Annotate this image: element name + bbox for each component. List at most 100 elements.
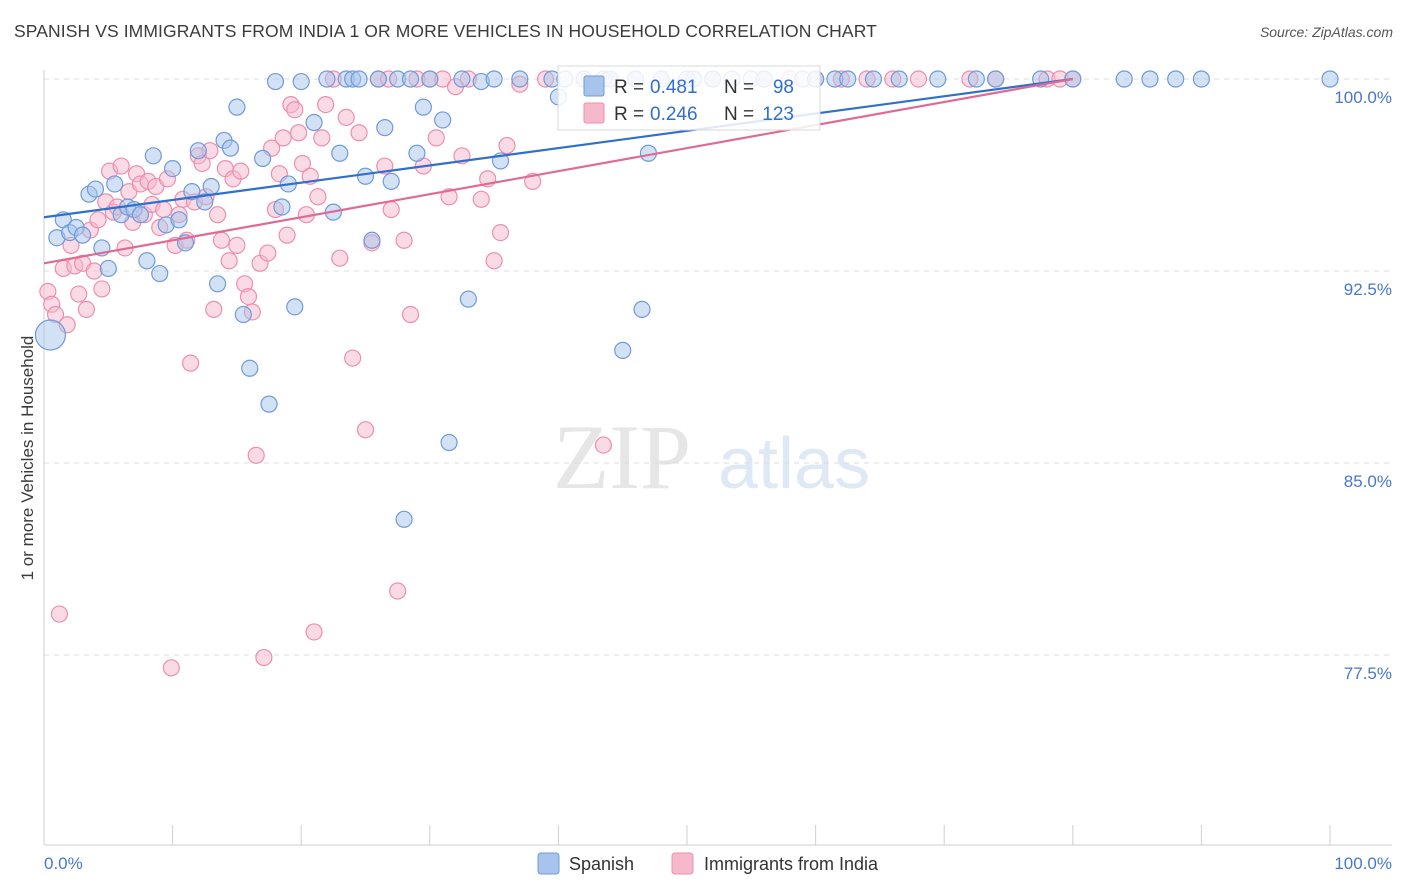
spanish-point <box>511 70 529 88</box>
legend-swatch-india <box>671 852 694 875</box>
spanish-point <box>138 252 156 270</box>
spanish-point <box>453 70 471 88</box>
india-point <box>313 129 331 147</box>
spanish-point <box>356 167 375 185</box>
spanish-point <box>73 226 92 244</box>
spanish-point <box>369 70 387 88</box>
spanish-point <box>164 160 182 178</box>
stats-r-label-india: R = <box>614 104 644 125</box>
spanish-point <box>363 231 381 249</box>
india-point <box>331 249 349 267</box>
watermark: ZIP atlas <box>553 406 870 508</box>
legend-swatch-spanish <box>537 852 560 875</box>
india-point <box>209 206 227 224</box>
legend-label-spanish: Spanish <box>569 854 634 874</box>
spanish-point <box>183 183 201 201</box>
y-tick-label: 85.0% <box>1344 472 1392 491</box>
india-point <box>274 129 292 147</box>
india-point <box>220 252 238 270</box>
spanish-point <box>228 98 246 116</box>
spanish-point <box>318 70 336 88</box>
x-tick-label-min: 0.0% <box>44 854 83 873</box>
stats-box: R = 0.481 N = 98 R = 0.246 N = 123 <box>557 65 821 131</box>
india-point <box>491 224 510 242</box>
india-point <box>205 300 223 318</box>
india-point <box>85 262 103 280</box>
spanish-point <box>1115 70 1133 88</box>
spanish-point <box>929 70 947 88</box>
chart-title: SPANISH VS IMMIGRANTS FROM INDIA 1 OR MO… <box>14 21 877 41</box>
spanish-point <box>144 147 162 165</box>
india-point <box>293 154 312 173</box>
spanish-point <box>151 264 169 283</box>
spanish-point <box>440 433 458 452</box>
india-point <box>239 288 258 306</box>
india-point <box>389 582 407 600</box>
watermark-atlas: atlas <box>718 424 870 504</box>
india-trendline <box>43 77 1073 265</box>
india-point <box>909 70 928 88</box>
india-point <box>395 231 413 249</box>
spanish-point <box>967 70 985 88</box>
spanish-point <box>1192 70 1211 88</box>
spanish-point <box>839 70 857 88</box>
y-tick-label: 100.0% <box>1334 88 1392 107</box>
spanish-point <box>266 72 285 91</box>
india-point <box>112 157 130 175</box>
india-point <box>498 136 516 155</box>
spanish-point <box>408 144 426 162</box>
y-tick-label: 92.5% <box>1344 280 1392 299</box>
legend: Spanish Immigrants from India <box>537 852 879 875</box>
spanish-point <box>292 72 310 91</box>
y-axis-title: 1 or more Vehicles in Household <box>18 336 37 581</box>
spanish-point <box>434 111 452 129</box>
spanish-point <box>382 172 400 190</box>
india-point <box>255 648 273 667</box>
spanish-point <box>987 70 1005 88</box>
india-point <box>350 124 368 142</box>
spanish-point <box>260 395 278 413</box>
spanish-point <box>459 290 477 308</box>
spanish-point <box>209 275 227 293</box>
india-point <box>317 95 335 114</box>
india-point <box>305 623 323 641</box>
spanish-point <box>485 70 503 88</box>
india-point <box>290 124 308 142</box>
spanish-trendline <box>43 77 1073 219</box>
spanish-point <box>254 149 272 167</box>
india-point <box>594 436 613 454</box>
india-point <box>440 188 458 206</box>
stats-n-label-spanish: N = <box>724 77 754 98</box>
spanish-point <box>1141 70 1159 88</box>
spanish-point <box>401 70 420 88</box>
spanish-point <box>202 177 220 196</box>
spanish-point <box>34 319 67 351</box>
india-point <box>344 349 362 367</box>
legend-label-india: Immigrants from India <box>704 854 879 874</box>
stats-n-label-india: N = <box>724 104 754 125</box>
india-point <box>337 108 355 127</box>
spanish-point <box>376 119 394 137</box>
spanish-point <box>1321 70 1339 88</box>
chart-source: Source: ZipAtlas.com <box>1259 24 1393 40</box>
india-point <box>278 226 296 244</box>
india-point <box>382 200 400 219</box>
spanish-point <box>99 259 117 278</box>
india-point <box>356 421 375 439</box>
spanish-point <box>350 70 368 88</box>
watermark-zip: ZIP <box>553 406 691 508</box>
india-point <box>162 659 180 677</box>
india-point <box>89 211 107 229</box>
spanish-point <box>331 144 349 162</box>
spanish-point <box>633 300 651 318</box>
x-tick-label-max: 100.0% <box>1334 854 1392 873</box>
spanish-point <box>131 206 150 224</box>
spanish-point <box>414 98 432 116</box>
stats-swatch-india <box>583 102 605 124</box>
spanish-point <box>864 70 883 88</box>
india-point <box>182 354 200 372</box>
india-point <box>232 162 250 180</box>
india-point <box>50 605 69 623</box>
india-point <box>212 231 231 249</box>
